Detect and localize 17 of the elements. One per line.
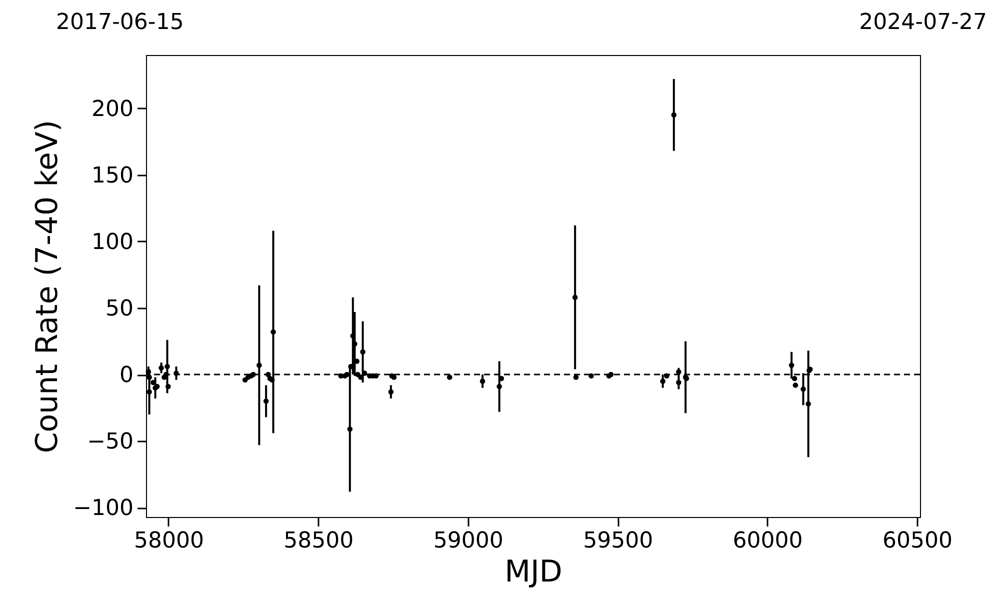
x-tick-label: 58500 xyxy=(284,528,354,554)
y-tick-label: −100 xyxy=(73,496,134,522)
x-tick-label: 60500 xyxy=(882,528,953,554)
y-axis-title: Count Rate (7-40 keV) xyxy=(30,120,66,454)
x-axis-title: MJD xyxy=(504,554,562,590)
x-tick-label: 59500 xyxy=(583,528,654,554)
y-tick-label: −50 xyxy=(87,430,134,455)
y-tick-label: 50 xyxy=(106,296,134,322)
y-tick-label: 200 xyxy=(92,96,134,122)
y-tick-label: 0 xyxy=(120,363,134,388)
x-tick-label: 58000 xyxy=(134,528,204,554)
y-tick-label: 150 xyxy=(92,163,134,188)
text: 2024-07-27 xyxy=(859,10,987,35)
y-tick-label: 100 xyxy=(92,230,134,255)
text: 2017-06-15 xyxy=(56,10,184,35)
x-tick-label: 59000 xyxy=(433,528,504,554)
x-tick-label: 60000 xyxy=(732,528,803,554)
